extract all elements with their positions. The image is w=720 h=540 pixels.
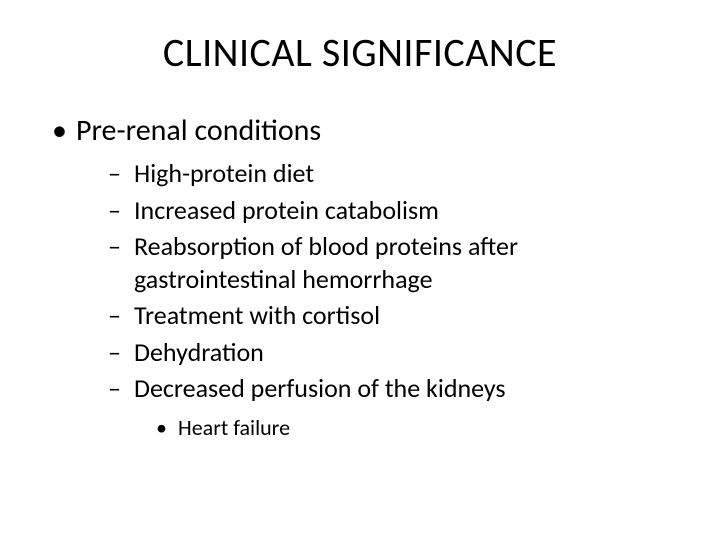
bullet-level2: Reabsorption of blood proteins after gas…	[48, 230, 672, 295]
bullet-level2: Decreased perfusion of the kidneys	[48, 372, 672, 405]
bullet-level3: Heart failure	[48, 415, 672, 441]
slide-title: CLINICAL SIGNIFICANCE	[48, 28, 672, 77]
bullet-level2: Increased protein catabolism	[48, 194, 672, 227]
slide: CLINICAL SIGNIFICANCE Pre-renal conditio…	[0, 0, 720, 540]
bullet-level2: High-protein diet	[48, 157, 672, 190]
bullet-level2: Treatment with cortisol	[48, 299, 672, 332]
bullet-level1: Pre-renal conditions	[48, 113, 672, 149]
bullet-level2: Dehydration	[48, 336, 672, 369]
